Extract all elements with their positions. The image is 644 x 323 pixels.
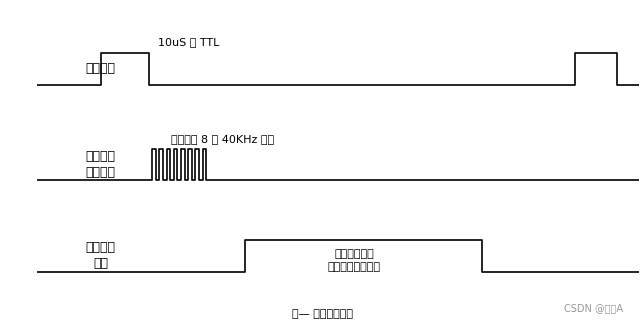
Text: 回响电平输出
与检测距离成比例: 回响电平输出 与检测距离成比例 (328, 249, 381, 272)
Text: CSDN @虾仁A: CSDN @虾仁A (564, 303, 623, 313)
Text: 10uS 的 TTL: 10uS 的 TTL (158, 37, 220, 47)
Text: 模块内部
发出信号: 模块内部 发出信号 (86, 150, 116, 179)
Text: 循环发出 8 个 40KHz 脉冲: 循环发出 8 个 40KHz 脉冲 (171, 134, 274, 144)
Text: 图— 超声波时序图: 图— 超声波时序图 (292, 309, 352, 319)
Text: 触发信号: 触发信号 (86, 62, 116, 75)
Text: 输出回响
信号: 输出回响 信号 (86, 241, 116, 270)
